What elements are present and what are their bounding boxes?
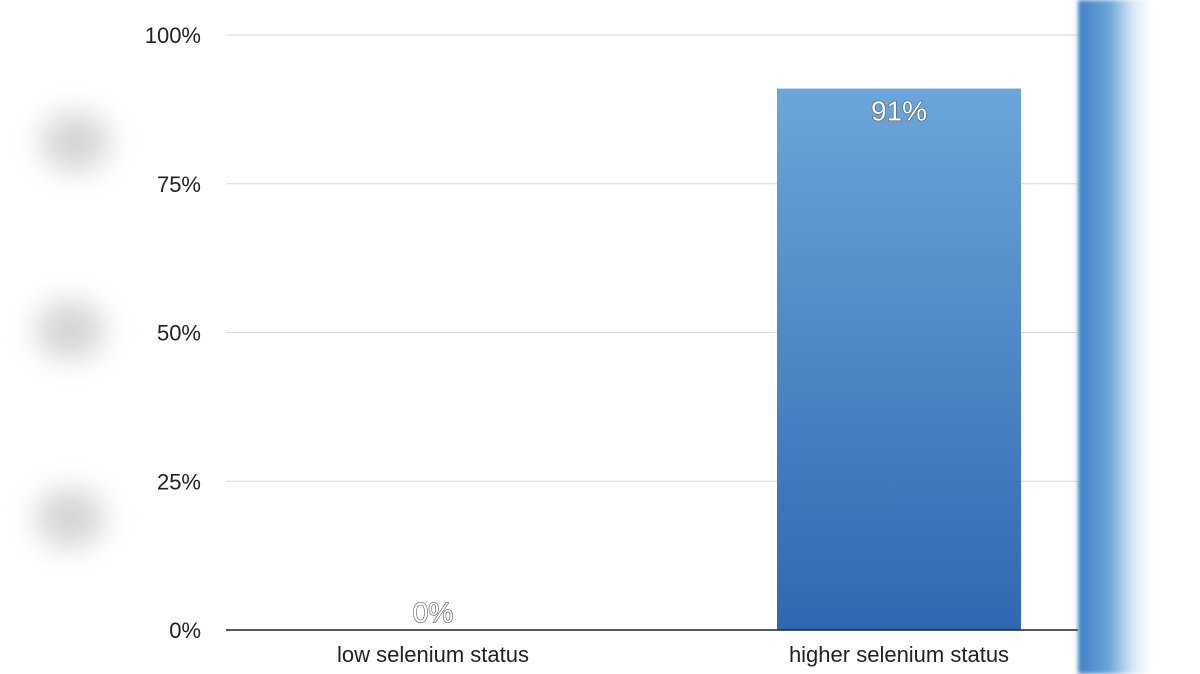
- blurred-decoration: [35, 488, 105, 548]
- data-labels: 0% 91%: [412, 95, 927, 629]
- blurred-decoration: [35, 300, 105, 360]
- y-tick-label: 100%: [145, 23, 201, 48]
- category-label: higher selenium status: [789, 642, 1009, 667]
- data-label: 0%: [413, 597, 453, 628]
- data-label: 91%: [871, 96, 927, 127]
- blurred-side-panel: [1078, 0, 1200, 674]
- bar: [777, 88, 1021, 631]
- y-tick-label: 25%: [157, 469, 201, 494]
- y-tick-label: 0%: [169, 618, 201, 643]
- bars: [777, 88, 1021, 631]
- category-label: low selenium status: [337, 642, 529, 667]
- blurred-decoration: [40, 112, 110, 172]
- y-tick-label: 50%: [157, 321, 201, 346]
- y-tick-label: 75%: [157, 172, 201, 197]
- category-labels: low selenium status higher selenium statu…: [337, 642, 1009, 667]
- y-axis-ticks: 0% 25% 50% 75% 100%: [145, 23, 201, 643]
